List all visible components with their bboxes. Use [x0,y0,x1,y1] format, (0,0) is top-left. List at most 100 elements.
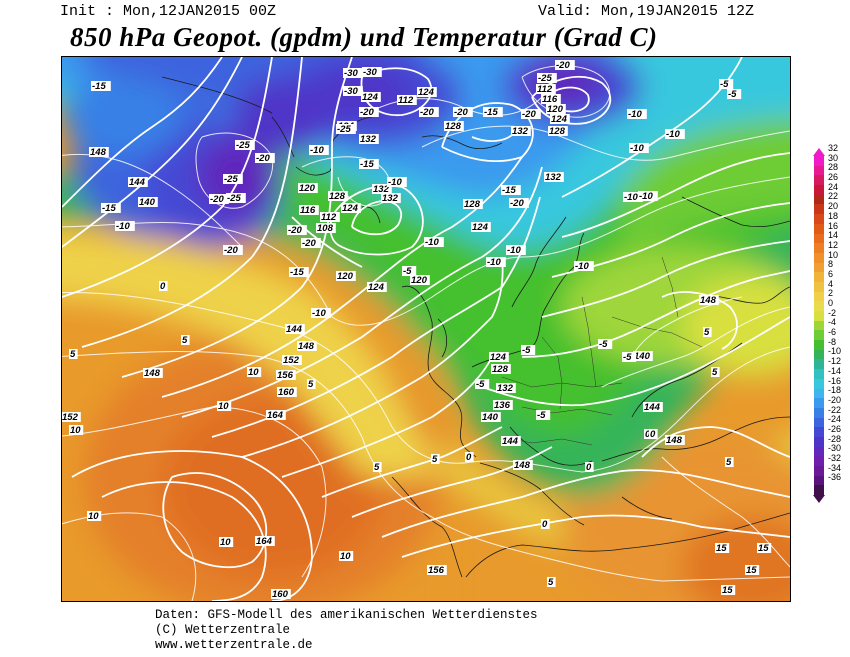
temperature-label: 5 [725,457,734,468]
legend-label: 30 [828,152,839,163]
temperature-label: 10 [339,551,354,562]
svg-text:124: 124 [418,87,435,98]
legend-swatch [814,214,824,224]
legend-label: -26 [828,423,842,434]
legend-swatch [814,427,824,437]
svg-text:140: 140 [139,197,156,208]
temperature-label: -30 [343,86,363,97]
svg-text:-5: -5 [623,352,632,363]
legend-swatch [814,417,824,428]
legend-swatch [814,485,824,496]
legend-swatch [814,359,824,370]
svg-text:124: 124 [551,114,568,125]
svg-text:128: 128 [445,121,462,132]
legend-swatch [814,291,824,302]
temperature-label: 5 [711,367,720,378]
legend-label: 12 [828,239,839,250]
svg-text:112: 112 [398,95,414,106]
legend-label: 28 [828,162,839,173]
temperature-label: -10 [638,191,658,202]
legend-label: -16 [828,375,842,386]
legend-swatch [814,369,824,379]
temperature-label: 5 [181,335,190,346]
svg-text:-20: -20 [522,109,536,120]
temperature-label: -10 [387,177,407,188]
legend-swatch [814,233,824,244]
svg-text:-10: -10 [310,145,324,156]
geopotential-label: 132 [544,172,564,183]
temperature-label: -20 [359,107,379,118]
temperature-label: -5 [536,410,551,421]
svg-text:-10: -10 [575,261,589,272]
svg-text:-10: -10 [312,308,326,319]
footer-line-website[interactable]: www.wetterzentrale.de [155,638,313,652]
temperature-label: -10 [629,143,649,154]
temperature-label: 15 [721,585,736,596]
geopotential-label: 112 [320,212,340,223]
legend-label: 8 [828,259,834,270]
svg-text:124: 124 [472,222,489,233]
legend-swatch [814,446,824,457]
geopotential-label: 164 [255,536,275,547]
legend-swatch [814,262,824,273]
geopotential-label: 116 [299,205,319,216]
svg-text:140: 140 [482,412,499,423]
footer-line-copyright: (C) Wetterzentrale [155,623,291,637]
svg-text:116: 116 [300,205,316,216]
svg-text:116: 116 [542,94,558,105]
svg-text:160: 160 [278,387,295,398]
svg-text:10: 10 [70,425,81,436]
svg-text:-15: -15 [502,185,516,196]
svg-text:120: 120 [547,104,564,115]
legend-label: -14 [828,365,842,376]
legend-swatch [814,475,824,486]
temperature-label: -10 [665,129,685,140]
svg-text:120: 120 [299,183,316,194]
temperature-label: -15 [501,185,521,196]
svg-text:-5: -5 [599,339,608,350]
geopotential-label: 144 [643,402,663,413]
temperature-label: -10 [627,109,647,120]
geopotential-label: 116 [541,94,561,105]
temperature-color-legend [813,148,825,504]
geopotential-label: 148 [89,147,109,158]
legend-label: -12 [828,356,842,367]
svg-text:5: 5 [308,379,314,390]
svg-text:5: 5 [712,367,718,378]
geopotential-label: 152 [62,412,81,423]
temperature-label: -20 [555,60,575,71]
svg-text:-25: -25 [227,193,241,204]
svg-text:-30: -30 [344,86,358,97]
temperature-label: -15 [91,81,111,92]
svg-text:5: 5 [432,454,438,465]
legend-label: 16 [828,220,839,231]
svg-text:-20: -20 [454,107,468,118]
legend-label: -4 [828,317,837,328]
svg-text:152: 152 [283,355,300,366]
temperature-label: 15 [745,565,760,576]
svg-text:-15: -15 [92,81,106,92]
temperature-label: 5 [547,577,556,588]
legend-label: 24 [828,181,839,192]
legend-swatch [814,320,824,331]
svg-text:10: 10 [248,367,259,378]
legend-label: 4 [828,278,834,289]
legend-swatch [814,378,824,389]
temperature-label: -10 [506,245,526,256]
svg-text:-5: -5 [728,89,737,100]
legend-swatch [814,194,824,205]
geopotential-label: 112 [536,84,556,95]
geopotential-label: 140 [481,412,501,423]
temperature-label: -5 [475,379,490,390]
temperature-label: 0 [644,429,653,440]
legend-label: -10 [828,346,842,357]
svg-text:-5: -5 [403,266,412,277]
svg-text:132: 132 [512,126,529,137]
svg-text:144: 144 [502,436,519,447]
temperature-label: -15 [289,267,309,278]
temperature-label: -30 [362,67,382,78]
geopotential-label: 128 [444,121,464,132]
legend-label: -6 [828,327,837,338]
svg-text:148: 148 [514,460,531,471]
svg-text:156: 156 [277,370,294,381]
